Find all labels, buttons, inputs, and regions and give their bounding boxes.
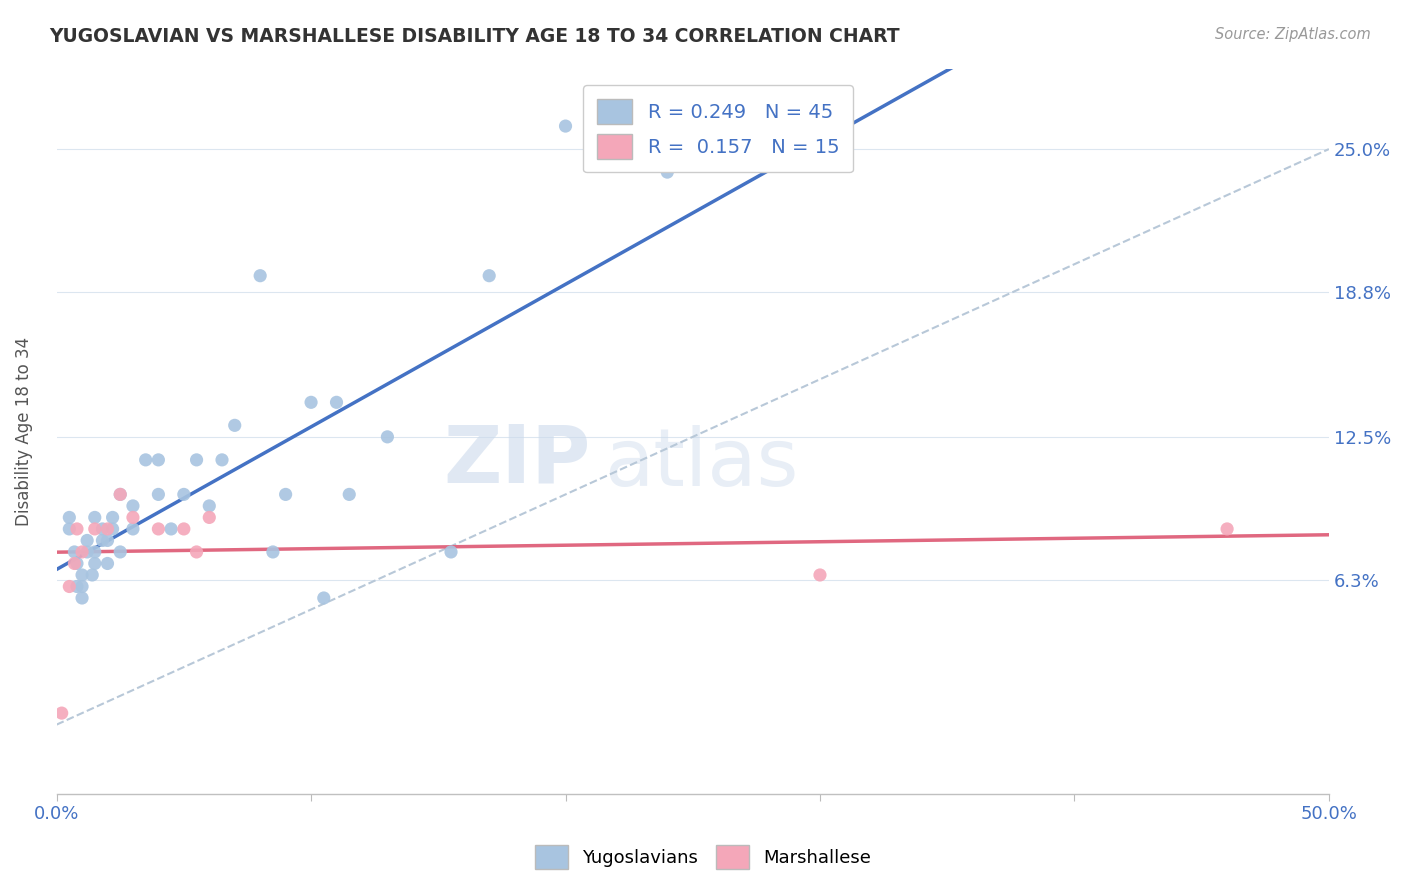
Point (148, 522, 170, 536)
Point (96, 522, 118, 536)
Point (122, 510, 145, 524)
Point (224, 418, 246, 433)
Point (110, 545, 132, 559)
Point (66, 579, 89, 593)
Point (96, 533, 118, 548)
Point (337, 487, 360, 501)
Point (440, 545, 463, 559)
Point (76, 533, 98, 548)
Point (249, 268, 271, 283)
Point (148, 487, 170, 501)
Point (657, 165, 679, 179)
Text: atlas: atlas (603, 425, 799, 503)
Point (122, 499, 145, 513)
Point (66, 522, 89, 536)
Point (312, 591, 335, 605)
Point (91, 533, 114, 548)
Point (83, 522, 105, 536)
Point (101, 522, 124, 536)
Point (186, 545, 208, 559)
Point (58, 510, 80, 524)
Point (299, 395, 322, 409)
Point (478, 268, 501, 283)
Point (808, 568, 831, 582)
Point (70, 591, 93, 605)
Point (76, 545, 98, 559)
Point (70, 579, 93, 593)
Point (173, 487, 195, 501)
Point (262, 545, 284, 559)
Y-axis label: Disability Age 18 to 34: Disability Age 18 to 34 (15, 336, 32, 525)
Point (554, 119, 576, 133)
Text: Source: ZipAtlas.com: Source: ZipAtlas.com (1215, 27, 1371, 42)
Point (101, 510, 124, 524)
Point (58, 522, 80, 536)
Point (198, 499, 221, 513)
Text: ZIP: ZIP (444, 421, 591, 500)
Point (70, 568, 93, 582)
Point (377, 430, 399, 444)
Point (135, 453, 157, 467)
Point (83, 557, 105, 571)
Point (96, 557, 118, 571)
Point (198, 510, 221, 524)
Point (325, 395, 347, 409)
Text: YUGOSLAVIAN VS MARSHALLESE DISABILITY AGE 18 TO 34 CORRELATION CHART: YUGOSLAVIAN VS MARSHALLESE DISABILITY AG… (49, 27, 900, 45)
Point (122, 522, 145, 536)
Point (63, 557, 86, 571)
Point (1216, 522, 1239, 536)
Legend: Yugoslavians, Marshallese: Yugoslavians, Marshallese (527, 838, 879, 876)
Point (83, 510, 105, 524)
Legend: R = 0.249   N = 45, R =  0.157   N = 15: R = 0.249 N = 45, R = 0.157 N = 15 (583, 86, 853, 172)
Point (63, 545, 86, 559)
Point (110, 487, 132, 501)
Point (186, 453, 208, 467)
Point (51, 706, 73, 720)
Point (66, 557, 89, 571)
Point (173, 522, 195, 536)
Point (70, 545, 93, 559)
Point (160, 522, 183, 536)
Point (83, 545, 105, 559)
Point (91, 522, 114, 536)
Point (82, 568, 104, 582)
Point (148, 453, 170, 467)
Point (110, 487, 132, 501)
Point (211, 453, 233, 467)
Point (58, 579, 80, 593)
Point (274, 487, 297, 501)
